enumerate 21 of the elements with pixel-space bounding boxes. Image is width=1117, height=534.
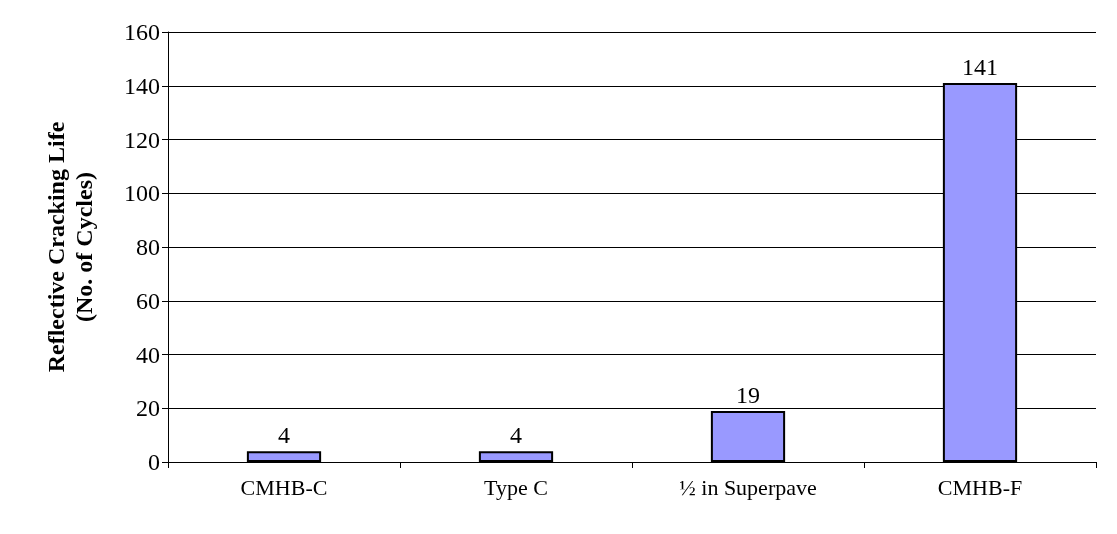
y-axis-title: Reflective Cracking Life (No. of Cycles) [43,121,97,373]
y-tick-label: 140 [124,72,160,99]
y-tick-label: 80 [136,234,160,260]
bar [478,451,554,462]
bar [246,451,322,462]
data-label: 19 [736,381,760,408]
y-tick-label: 20 [136,395,160,422]
bar [710,410,786,462]
data-label: 4 [278,422,290,449]
y-tick-label: 0 [148,449,160,475]
x-tick-label: Type C [484,474,548,500]
x-tick-label: ½ in Superpave [679,474,817,500]
y-tick-label: 120 [124,126,160,153]
x-tick-label: CMHB-C [240,474,328,500]
data-label: 141 [962,54,998,81]
data-label: 4 [510,422,522,449]
y-tick-label: 160 [124,19,160,45]
y-tick-label: 40 [136,341,160,368]
y-tick-label: 100 [124,180,160,207]
y-tick-label: 60 [136,287,160,314]
x-tick-label: CMHB-F [937,474,1023,500]
